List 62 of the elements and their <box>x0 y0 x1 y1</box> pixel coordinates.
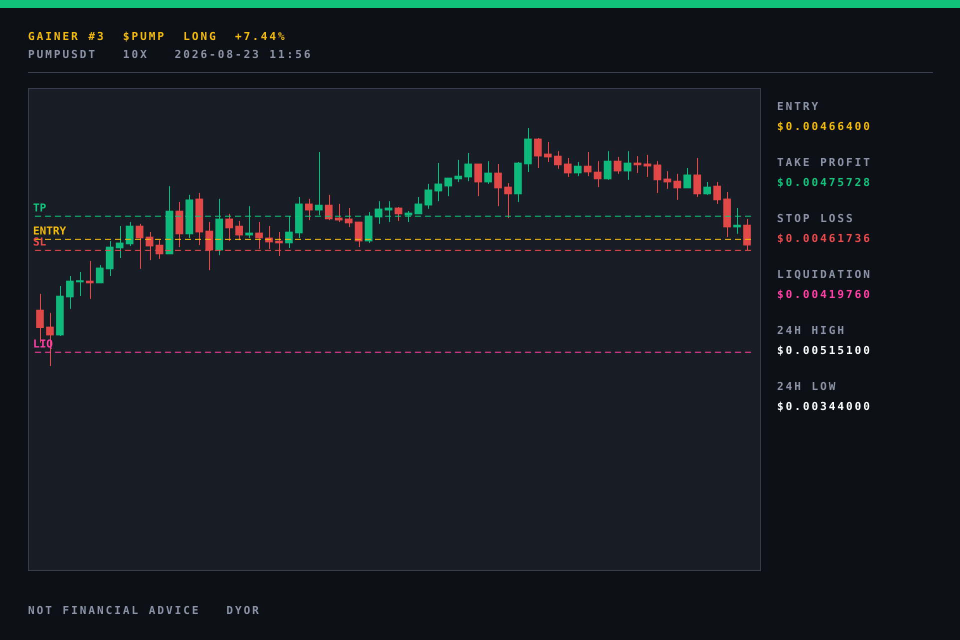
text: LIQUIDATION <box>777 268 872 281</box>
text: $0.00419760 <box>777 288 872 301</box>
candlestick <box>424 183 432 210</box>
text: 24H LOW <box>777 380 838 393</box>
candlestick <box>116 226 124 258</box>
candlestick <box>86 260 94 300</box>
text: $0.00475728 <box>777 176 872 189</box>
candlestick <box>344 207 353 228</box>
text: $0.00461736 <box>777 232 872 245</box>
candlestick <box>96 264 104 284</box>
candlestick <box>106 240 114 277</box>
chart-subtitle: PUMPUSDT 10X 2026-08-23 11:56 <box>28 48 313 61</box>
candlestick <box>534 137 542 168</box>
candlestick <box>554 150 562 170</box>
candlestick <box>66 276 74 310</box>
candlestick <box>574 162 582 177</box>
candlestick <box>664 170 672 190</box>
candlestick <box>464 152 472 182</box>
candlestick <box>354 222 362 248</box>
candlestick <box>683 167 692 188</box>
candlestick <box>673 173 682 200</box>
text: TAKE PROFIT <box>777 156 872 169</box>
candlestick <box>604 150 612 180</box>
candlestick <box>444 177 452 197</box>
candlestick <box>544 142 552 163</box>
text: 24H HIGH <box>777 324 846 337</box>
candlestick <box>334 203 343 223</box>
candlestick <box>474 163 482 197</box>
candlestick <box>76 271 84 297</box>
candlestick <box>693 157 702 198</box>
candlestick <box>654 160 662 194</box>
text: NOT FINANCIAL ADVICE DYOR <box>28 604 261 617</box>
candlestick <box>504 182 512 218</box>
candlestick <box>624 150 632 180</box>
candlestick <box>494 163 502 207</box>
candlestick <box>644 154 652 178</box>
candlestick <box>414 196 422 214</box>
candlestick <box>614 156 622 174</box>
candlestick <box>394 206 402 222</box>
candlestick <box>305 198 313 221</box>
candlestick <box>434 162 442 202</box>
text: $0.00466400 <box>777 120 872 133</box>
ref-line-label: TP <box>33 202 47 215</box>
text: ENTRY <box>777 100 820 113</box>
candlestick <box>484 160 492 184</box>
candlestick <box>176 202 184 248</box>
text: STOP LOSS <box>777 212 855 225</box>
candlestick <box>634 156 642 174</box>
candlestick <box>703 182 712 196</box>
ref-line-label: ENTRY <box>33 224 66 238</box>
candlestick <box>713 182 721 204</box>
text: $0.00344000 <box>777 400 872 413</box>
candlestick <box>564 157 572 178</box>
text: $0.00515100 <box>777 344 872 357</box>
candlestick <box>584 152 592 177</box>
chart-title: GAINER #3 $PUMP LONG +7.44% <box>28 30 287 43</box>
candlestick <box>235 220 243 241</box>
candlestick <box>594 160 602 188</box>
candlestick <box>225 213 234 242</box>
candlestick <box>454 159 462 183</box>
ref-line-label: SL <box>33 236 47 249</box>
candlestick <box>126 222 134 247</box>
